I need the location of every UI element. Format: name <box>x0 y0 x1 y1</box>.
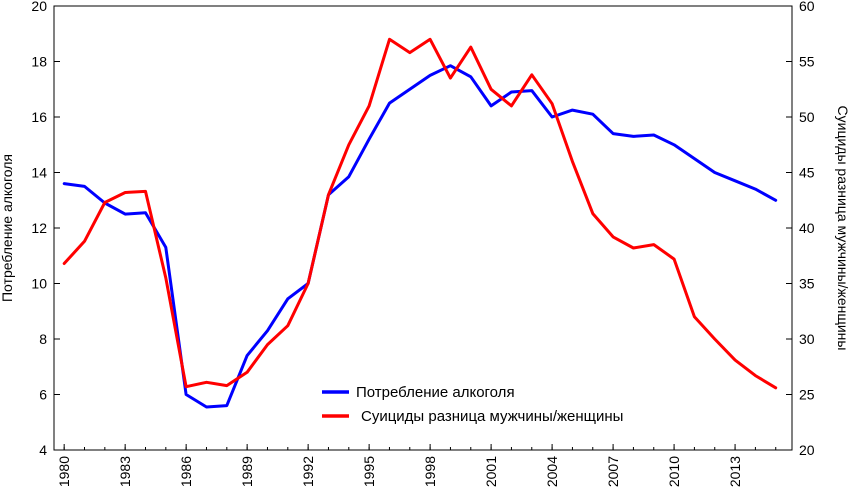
axis-ticks: 4 6 8 10 12 14 16 18 20 20 25 30 35 40 45 50 55 60 1980 198… <box>31 0 814 487</box>
left-axis-title: Потребление алкоголя <box>0 154 15 302</box>
x-tick-label: 2004 <box>544 456 560 487</box>
y2-tick-label: 25 <box>799 387 815 403</box>
x-tick-label: 1989 <box>239 456 255 487</box>
y-tick-label: 10 <box>31 276 47 292</box>
x-tick-label: 1980 <box>56 456 72 487</box>
y2-tick-label: 45 <box>799 165 815 181</box>
legend: Потребление алкоголя Суициды разница муж… <box>322 384 623 425</box>
legend-label-suicides: Суициды разница мужчины/женщины <box>361 408 623 425</box>
y-tick-label: 8 <box>39 331 47 347</box>
y2-tick-label: 55 <box>799 54 815 70</box>
x-tick-label: 2007 <box>605 456 621 487</box>
y-tick-label: 6 <box>39 387 47 403</box>
y-tick-label: 4 <box>39 442 47 458</box>
x-tick-label: 1983 <box>117 456 133 487</box>
x-tick-label: 1998 <box>422 456 438 487</box>
y2-tick-label: 50 <box>799 109 815 125</box>
series-lines <box>62 37 778 409</box>
y-tick-label: 20 <box>31 0 47 14</box>
series-line-suicides <box>62 37 778 390</box>
x-tick-label: 2010 <box>666 456 682 487</box>
y-tick-label: 16 <box>31 109 47 125</box>
x-tick-label: 2001 <box>483 456 499 487</box>
y-tick-label: 18 <box>31 54 47 70</box>
y-tick-label: 14 <box>31 165 47 181</box>
y2-tick-label: 60 <box>799 0 815 14</box>
x-tick-label: 2013 <box>727 456 743 487</box>
y2-tick-label: 20 <box>799 442 815 458</box>
x-tick-label: 1986 <box>178 456 194 487</box>
y2-tick-label: 40 <box>799 220 815 236</box>
y2-tick-label: 35 <box>799 276 815 292</box>
right-axis-title: Суициды разница мужчины/женщины <box>835 106 848 351</box>
x-tick-label: 1995 <box>361 456 377 487</box>
x-tick-label: 1992 <box>300 456 316 487</box>
y2-tick-label: 30 <box>799 331 815 347</box>
series-line-alcohol <box>62 64 778 409</box>
legend-label-alcohol: Потребление алкоголя <box>356 384 515 401</box>
y-tick-label: 12 <box>31 220 47 236</box>
